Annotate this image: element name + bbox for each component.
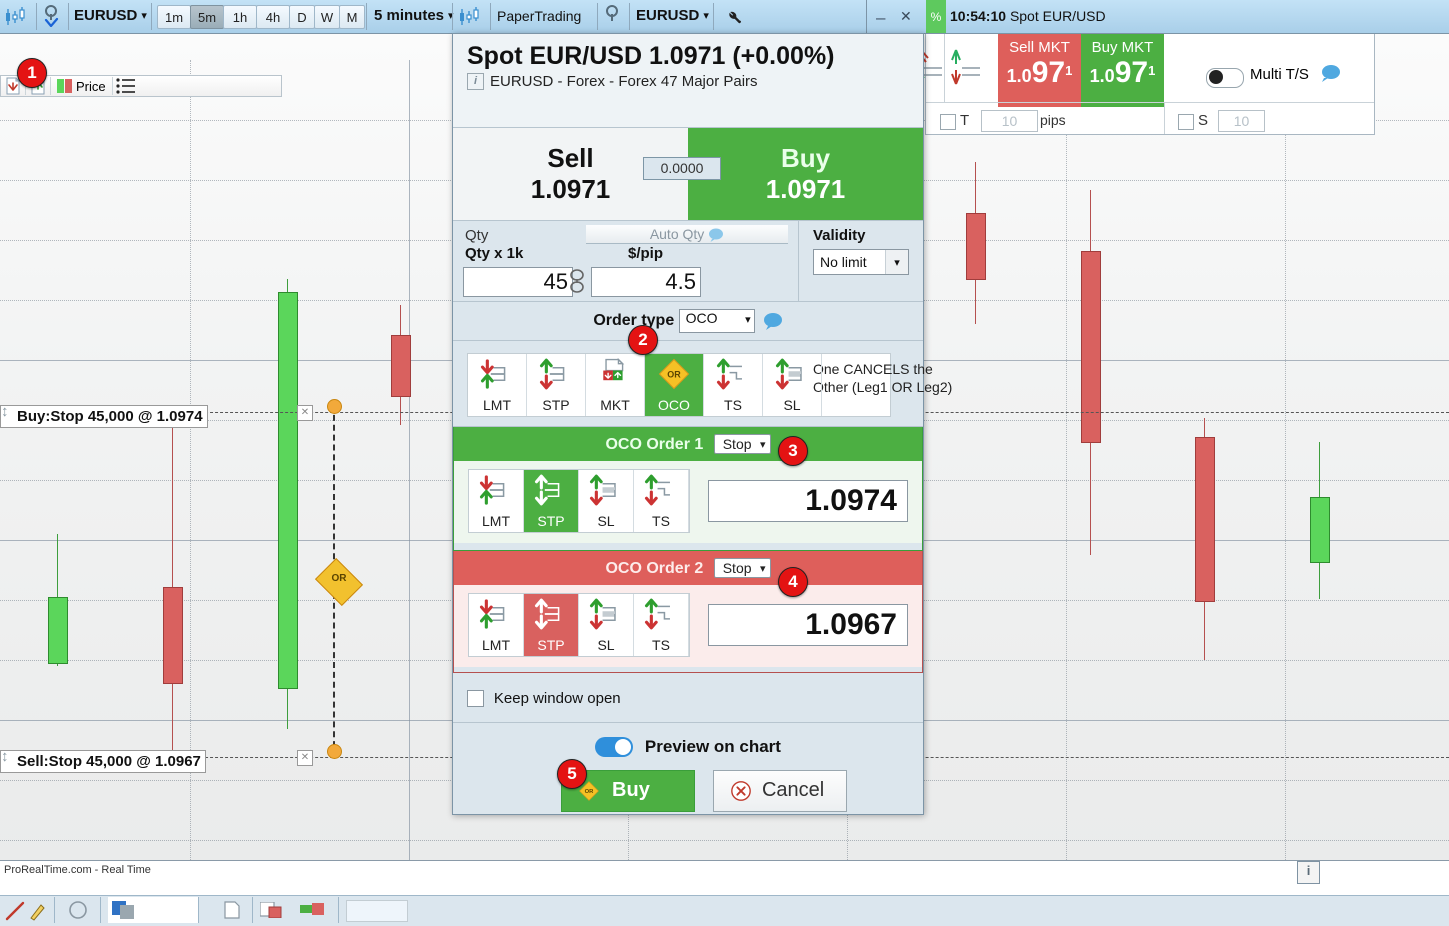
svg-text:OR: OR xyxy=(585,789,595,795)
svg-text:OR: OR xyxy=(667,369,681,379)
